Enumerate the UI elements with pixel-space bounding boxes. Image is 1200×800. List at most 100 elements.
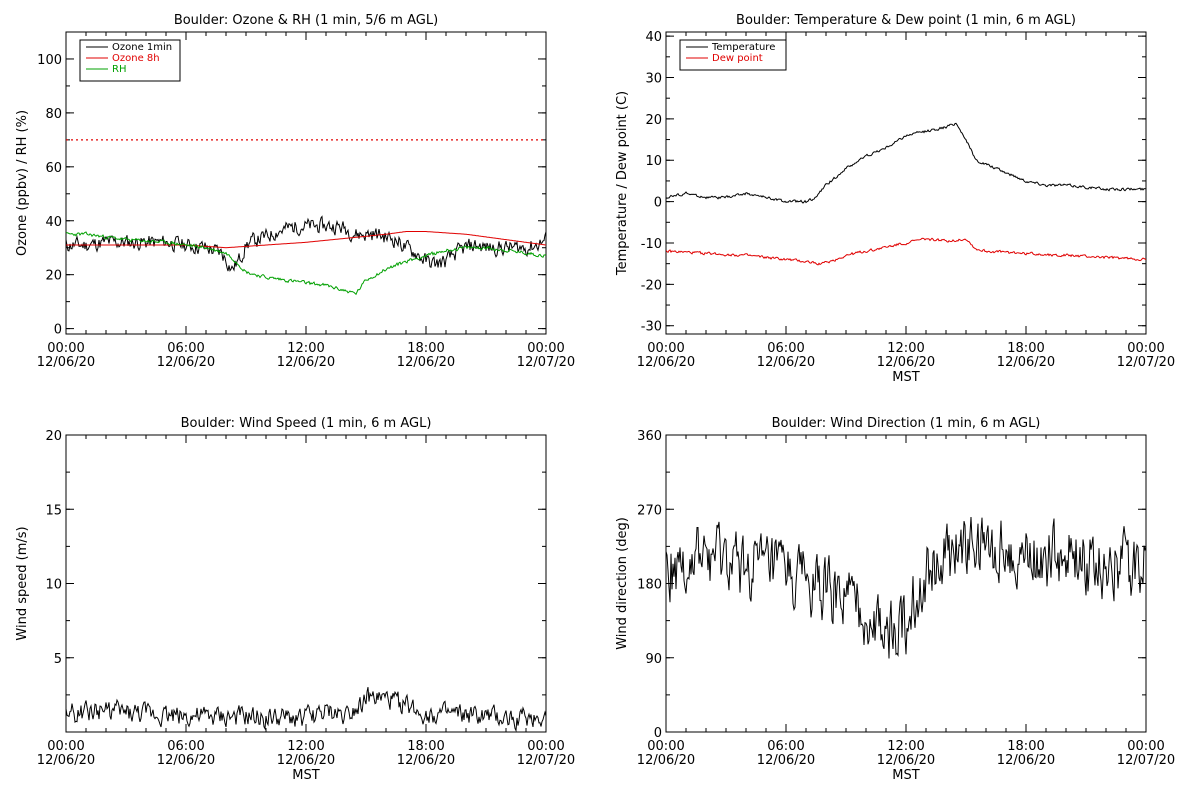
x-tick-date: 12/06/20 <box>637 753 695 768</box>
x-tick-date: 12/07/20 <box>1117 753 1175 768</box>
x-tick-label: 06:00 <box>767 739 804 754</box>
y-tick-label: 10 <box>45 578 62 593</box>
x-tick-label: 00:00 <box>647 739 684 754</box>
x-tick-label: 12:00 <box>287 341 324 356</box>
x-tick-date: 12/06/20 <box>277 753 335 768</box>
y-axis-label: Wind speed (m/s) <box>15 526 30 640</box>
x-tick-date: 12/06/20 <box>877 753 935 768</box>
x-tick-label: 00:00 <box>47 341 84 356</box>
x-axis-label: MST <box>892 370 919 385</box>
y-tick-label: 90 <box>645 652 662 667</box>
chart-title: Boulder: Ozone & RH (1 min, 5/6 m AGL) <box>174 13 438 28</box>
y-tick-label: 80 <box>45 107 62 122</box>
chart-title: Boulder: Wind Direction (1 min, 6 m AGL) <box>772 416 1041 431</box>
y-tick-label: 360 <box>637 429 662 444</box>
y-tick-label: 40 <box>45 215 62 230</box>
x-tick-date: 12/06/20 <box>637 355 695 370</box>
y-tick-label: 20 <box>45 269 62 284</box>
y-tick-label: 0 <box>654 726 662 741</box>
legend-box <box>679 39 787 71</box>
series-line-ozone-1min <box>66 215 546 272</box>
y-tick-label: -20 <box>641 278 662 293</box>
series-line-temperature <box>666 122 1146 204</box>
chart-title: Boulder: Temperature & Dew point (1 min,… <box>736 13 1076 28</box>
y-tick-label: -10 <box>641 237 662 252</box>
y-tick-label: 30 <box>645 72 662 87</box>
x-tick-label: 00:00 <box>527 739 564 754</box>
series-group <box>66 215 546 296</box>
x-tick-label: 18:00 <box>1007 739 1044 754</box>
x-tick-date: 12/07/20 <box>1117 355 1175 370</box>
x-tick-label: 00:00 <box>47 739 84 754</box>
legend-label: Ozone 8h <box>112 53 160 64</box>
legend-box <box>79 39 181 82</box>
legend-label: RH <box>112 64 126 75</box>
x-tick-label: 00:00 <box>1127 739 1164 754</box>
x-axis-label: MST <box>892 768 919 783</box>
x-tick-date: 12/06/20 <box>757 753 815 768</box>
legend-label: Dew point <box>712 53 763 64</box>
y-tick-label: 180 <box>637 578 662 593</box>
x-tick-label: 06:00 <box>167 739 204 754</box>
y-tick-label: 5 <box>54 652 62 667</box>
x-tick-date: 12/06/20 <box>397 753 455 768</box>
chart-wdir: Boulder: Wind Direction (1 min, 6 m AGL)… <box>615 416 1175 783</box>
series-line-main <box>66 686 546 732</box>
chart-wspd: Boulder: Wind Speed (1 min, 6 m AGL) 5 10 1… <box>15 416 575 783</box>
x-tick-label: 18:00 <box>407 739 444 754</box>
x-tick-date: 12/06/20 <box>277 355 335 370</box>
y-tick-label: 20 <box>645 113 662 128</box>
chart-title: Boulder: Wind Speed (1 min, 6 m AGL) <box>181 416 432 431</box>
x-tick-label: 12:00 <box>887 739 924 754</box>
series-group <box>666 516 1146 659</box>
y-axis-label: Temperature / Dew point (C) <box>615 91 630 276</box>
y-tick-label: 10 <box>645 154 662 169</box>
legend-label: Ozone 1min <box>112 42 172 53</box>
y-tick-label: 40 <box>645 30 662 45</box>
x-tick-label: 00:00 <box>527 341 564 356</box>
series-group <box>66 686 546 732</box>
x-tick-date: 12/06/20 <box>37 355 95 370</box>
x-tick-date: 12/06/20 <box>37 753 95 768</box>
plot-frame <box>65 434 547 733</box>
y-tick-label: 60 <box>45 161 62 176</box>
y-axis-label: Ozone (ppbv) / RH (%) <box>15 110 30 256</box>
chart-ozone: Boulder: Ozone & RH (1 min, 5/6 m AGL) 0 2… <box>15 13 575 370</box>
x-tick-date: 12/06/20 <box>157 355 215 370</box>
x-tick-date: 12/07/20 <box>517 753 575 768</box>
x-tick-date: 12/06/20 <box>757 355 815 370</box>
x-tick-label: 12:00 <box>287 739 324 754</box>
series-line-rh <box>66 231 546 296</box>
x-tick-label: 00:00 <box>647 341 684 356</box>
series-line-main <box>666 516 1146 659</box>
plot-frame <box>665 31 1147 335</box>
y-tick-label: 15 <box>45 503 62 518</box>
series-line-dew-point <box>666 237 1146 266</box>
y-tick-label: 0 <box>54 323 62 338</box>
x-tick-date: 12/06/20 <box>157 753 215 768</box>
x-tick-date: 12/06/20 <box>877 355 935 370</box>
legend-label: Temperature <box>711 42 775 53</box>
x-tick-label: 18:00 <box>407 341 444 356</box>
x-tick-label: 12:00 <box>887 341 924 356</box>
x-tick-date: 12/07/20 <box>517 355 575 370</box>
chart-temp: Boulder: Temperature & Dew point (1 min,… <box>615 13 1175 385</box>
x-tick-label: 00:00 <box>1127 341 1164 356</box>
series-line-ozone-8h <box>66 231 546 249</box>
x-tick-label: 06:00 <box>167 341 204 356</box>
x-tick-label: 18:00 <box>1007 341 1044 356</box>
x-tick-date: 12/06/20 <box>397 355 455 370</box>
y-tick-label: 270 <box>637 503 662 518</box>
y-axis-label: Wind direction (deg) <box>615 517 630 650</box>
y-tick-label: -30 <box>641 320 662 335</box>
x-tick-date: 12/06/20 <box>997 355 1055 370</box>
x-axis-label: MST <box>292 768 319 783</box>
y-tick-label: 0 <box>654 196 662 211</box>
y-tick-label: 100 <box>37 53 62 68</box>
plot-frame <box>665 434 1147 733</box>
x-tick-label: 06:00 <box>767 341 804 356</box>
x-tick-date: 12/06/20 <box>997 753 1055 768</box>
y-tick-label: 20 <box>45 429 62 444</box>
series-group <box>666 122 1146 266</box>
